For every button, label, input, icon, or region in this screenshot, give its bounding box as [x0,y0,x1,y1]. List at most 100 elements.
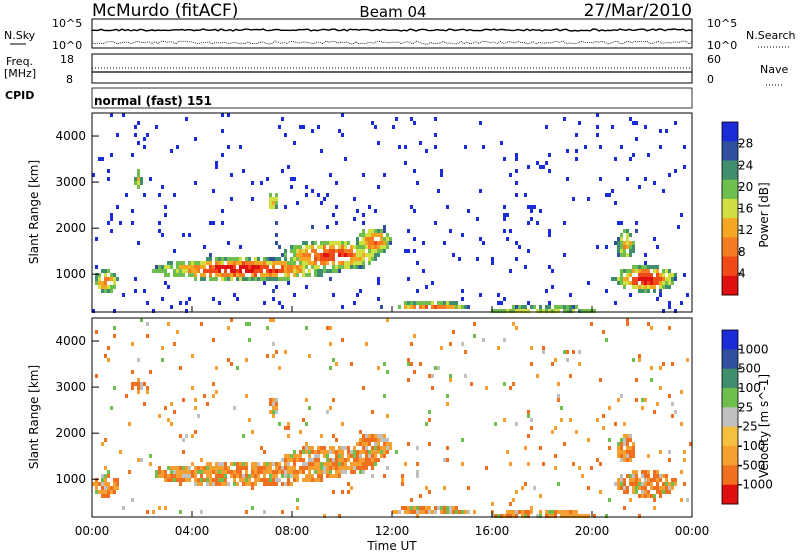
heatmap-cell [179,273,182,277]
heatmap-cell [539,305,542,309]
heatmap-cell [176,466,179,470]
heatmap-cell [320,478,323,482]
heatmap-cell [620,450,623,454]
heatmap-cell [344,249,347,253]
heatmap-cell [665,478,668,482]
heatmap-cell [503,382,506,386]
heatmap-cell [326,450,329,454]
heatmap-cell [566,510,569,514]
heatmap-cell [347,265,350,269]
heatmap-cell [191,470,194,474]
heatmap-cell [197,482,200,486]
heatmap-cell [230,269,233,273]
heatmap-cell [524,510,527,514]
heatmap-cell [236,261,239,265]
heatmap-cell [254,462,257,466]
heatmap-cell [137,185,140,189]
heatmap-cell [356,245,359,249]
heatmap-cell [362,257,365,261]
heatmap-cell [665,281,668,285]
heatmap-cell [374,241,377,245]
heatmap-cell [263,261,266,265]
heatmap-cell [368,249,371,253]
heatmap-cell [239,462,242,466]
heatmap-cell [263,301,266,305]
heatmap-cell [101,490,104,494]
heatmap-cell [284,474,287,478]
heatmap-cell [155,470,158,474]
heatmap-cell [362,241,365,245]
heatmap-cell [653,506,656,510]
heatmap-cell [332,253,335,257]
heatmap-cell [377,297,380,301]
heatmap-cell [107,474,110,478]
heatmap-cell [662,277,665,281]
heatmap-cell [281,305,284,309]
heatmap-cell [287,478,290,482]
heatmap-cell [494,514,497,518]
heatmap-cell [626,486,629,490]
heatmap-cell [641,277,644,281]
colorbar-swatch [722,198,738,219]
heatmap-cell [308,406,311,410]
heatmap-cell [407,305,410,309]
heatmap-cell [668,482,671,486]
heatmap-cell [218,269,221,273]
heatmap-cell [278,462,281,466]
heatmap-cell [656,265,659,269]
heatmap-cell [515,257,518,261]
heatmap-cell [209,253,212,257]
heatmap-cell [674,309,677,313]
heatmap-cell [293,273,296,277]
heatmap-cell [164,265,167,269]
heatmap-cell [224,257,227,261]
heatmap-cell [644,478,647,482]
heatmap-cell [680,213,683,217]
heatmap-cell [578,514,581,518]
heatmap-cell [449,378,452,382]
heatmap-cell [275,197,278,201]
heatmap-cell [146,334,149,338]
heatmap-cell [212,338,215,342]
colorbar-tick: -25 [738,420,758,434]
heatmap-cell [530,205,533,209]
heatmap-cell [362,265,365,269]
heatmap-cell [620,474,623,478]
heatmap-cell [344,265,347,269]
heatmap-cell [242,466,245,470]
heatmap-cell [278,125,281,129]
heatmap-cell [461,305,464,309]
heatmap-cell [158,414,161,418]
heatmap-cell [437,301,440,305]
x-tick-label: 00:00 [75,524,110,538]
heatmap-cell [344,458,347,462]
heatmap-cell [641,406,644,410]
heatmap-cell [620,245,623,249]
heatmap-cell [317,466,320,470]
heatmap-cell [509,510,512,514]
y-tick-label: 3000 [55,175,86,189]
heatmap-cell [515,326,518,330]
heatmap-cell [365,442,368,446]
heatmap-cell [293,265,296,269]
heatmap-cell [275,261,278,265]
heatmap-cell [131,386,134,390]
heatmap-cell [365,233,368,237]
heatmap-cell [329,466,332,470]
heatmap-cell [404,301,407,305]
heatmap-cell [659,474,662,478]
heatmap-cell [521,514,524,518]
heatmap-cell [353,454,356,458]
heatmap-cell [350,486,353,490]
heatmap-cell [248,474,251,478]
heatmap-cell [338,265,341,269]
heatmap-cell [665,277,668,281]
heatmap-cell [272,354,275,358]
heatmap-cell [434,510,437,514]
heatmap-cell [176,478,179,482]
heatmap-cell [287,273,290,277]
heatmap-cell [611,277,614,281]
heatmap-cell [428,374,431,378]
x-tick-label: 08:00 [275,524,310,538]
heatmap-cell [620,237,623,241]
